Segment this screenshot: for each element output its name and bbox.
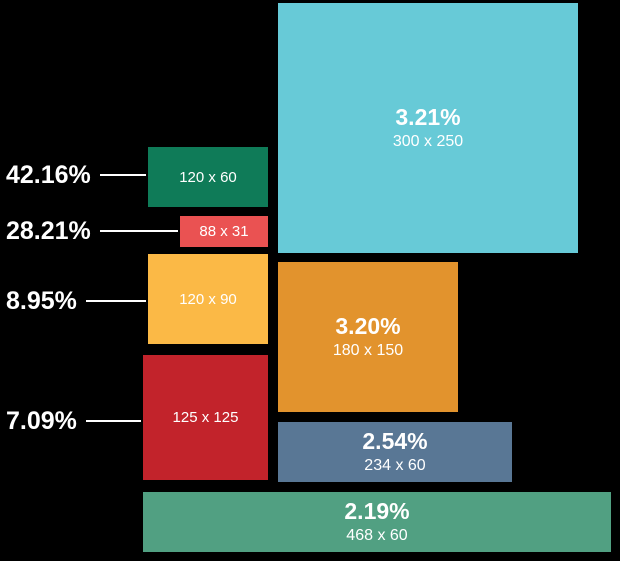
ad-percent-label: 2.19%	[344, 498, 410, 524]
callout-120x60: 42.16%	[6, 160, 146, 190]
leader-line	[99, 230, 178, 232]
ad-size-label: 180 x 150	[332, 342, 404, 359]
callout-88x31: 28.21%	[6, 216, 178, 246]
ad-rect-180x150: 3.20% 180 x 150	[278, 262, 458, 412]
ad-size-label: 234 x 60	[364, 457, 426, 474]
ad-size-label: 120 x 90	[179, 290, 237, 308]
leader-line	[85, 300, 146, 302]
ad-percent-label: 3.21%	[395, 104, 461, 130]
callout-percent-label: 42.16%	[6, 160, 91, 189]
ad-rect-300x250: 3.21% 300 x 250	[278, 3, 578, 253]
callout-percent-label: 7.09%	[6, 406, 77, 435]
callout-percent-label: 8.95%	[6, 286, 77, 315]
leader-line	[99, 174, 146, 176]
ad-size-label: 468 x 60	[346, 527, 408, 544]
ad-rect-234x60: 2.54% 234 x 60	[278, 422, 512, 482]
callout-percent-label: 28.21%	[6, 216, 91, 245]
ad-rect-120x60: 120 x 60	[148, 147, 268, 207]
ad-size-label: 120 x 60	[179, 168, 237, 186]
ad-size-label: 300 x 250	[392, 133, 464, 150]
ad-rect-88x31: 88 x 31	[180, 216, 268, 247]
ad-size-label: 88 x 31	[199, 223, 249, 240]
callout-120x90: 8.95%	[6, 286, 146, 316]
leader-line	[85, 420, 141, 422]
ad-rect-468x60: 2.19% 468 x 60	[143, 492, 611, 552]
ad-rect-120x90: 120 x 90	[148, 254, 268, 344]
ad-rect-125x125: 125 x 125	[143, 355, 268, 480]
ad-size-label: 125 x 125	[172, 409, 239, 426]
ad-percent-label: 3.20%	[335, 313, 401, 339]
callout-125x125: 7.09%	[6, 406, 141, 436]
ad-percent-label: 2.54%	[362, 428, 428, 454]
